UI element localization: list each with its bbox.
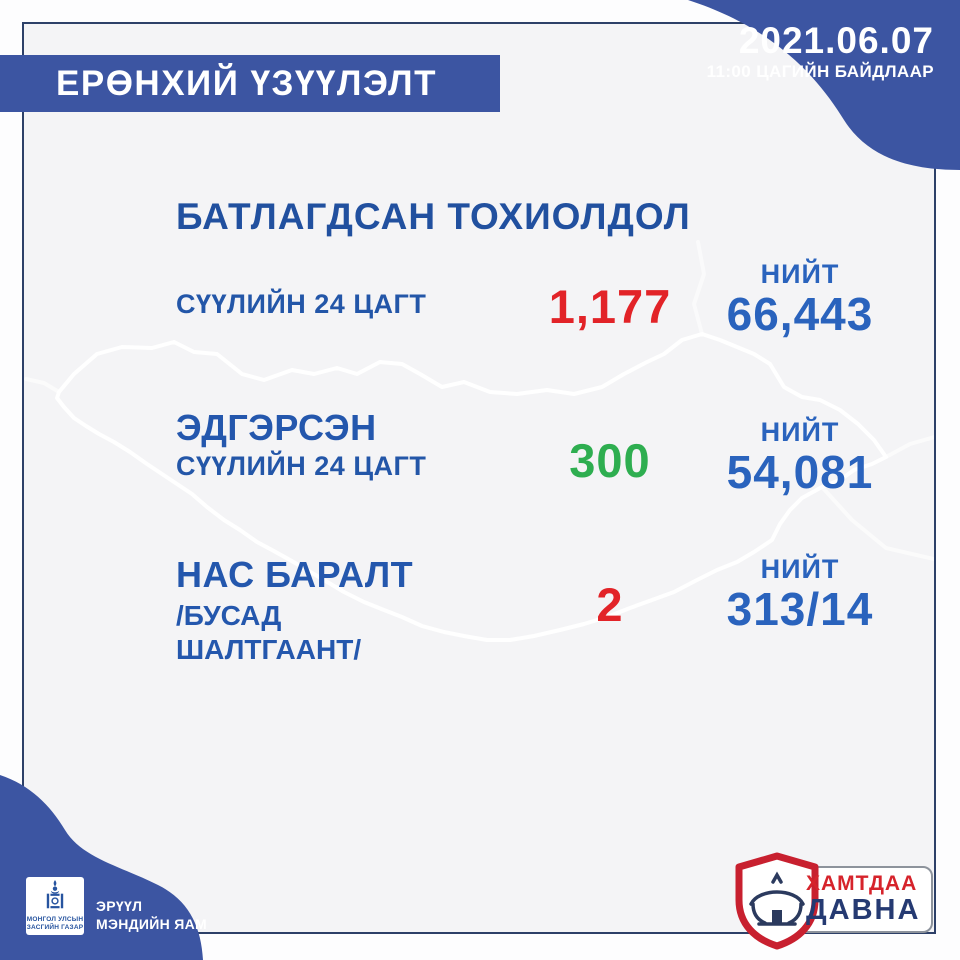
row1-total: 66,443 [726,288,874,340]
row2-title: ЭДГЭРСЭН [176,407,377,448]
row3-sublabel-1: /БУСАД [176,600,282,631]
top-right-corner-shape [688,0,960,170]
campaign-shield-icon [735,852,819,950]
row2-total: 54,081 [726,446,874,498]
soyombo-emblem-icon [46,880,64,909]
section-banner: ЕРӨНХИЙ ҮЗҮҮЛЭЛТ [0,55,500,112]
row2-value: 300 [569,434,651,487]
ministry-name-line1: ЭРҮҮЛ [96,898,143,914]
government-logo-box: МОНГОЛ УЛСЫН ЗАСГИЙН ГАЗАР [26,877,84,935]
campaign-text-line2: ДАВНА [806,894,921,926]
government-logo-text: МОНГОЛ УЛСЫН ЗАСГИЙН ГАЗАР [26,916,84,932]
ministry-name: ЭРҮҮЛ МЭНДИЙН ЯАМ [96,897,207,933]
government-logo-line2: ЗАСГИЙН ГАЗАР [26,923,84,931]
report-time-caption: 11:00 ЦАГИЙН БАЙДЛААР [706,62,934,81]
row1-label: СҮҮЛИЙН 24 ЦАГТ [176,289,427,319]
report-date: 2021.06.07 [738,20,934,61]
row3-sublabel-2: ШАЛТГААНТ/ [176,634,362,665]
government-logo-line1: МОНГОЛ УЛСЫН [26,916,84,923]
row3-value: 2 [596,578,624,631]
mongolia-map-outline [24,240,934,642]
report-date-block: 2021.06.07 11:00 ЦАГИЙН БАЙДЛААР [707,22,934,82]
row3-total: 313/14 [726,583,874,635]
row1-total-label: НИЙТ [760,259,840,289]
row1-value: 1,177 [548,280,672,333]
stats-heading: БАТЛАГДСАН ТОХИОЛДОЛ [176,196,691,237]
row3-title: НАС БАРАЛТ [176,554,414,595]
row2-total-label: НИЙТ [760,417,840,447]
row2-label: СҮҮЛИЙН 24 ЦАГТ [176,451,427,481]
campaign-text-line1: ХАМТДАА [806,872,918,895]
section-banner-title: ЕРӨНХИЙ ҮЗҮҮЛЭЛТ [56,63,437,103]
content-card [22,22,936,934]
ministry-name-line2: МЭНДИЙН ЯАМ [96,916,207,933]
row3-total-label: НИЙТ [760,554,840,584]
